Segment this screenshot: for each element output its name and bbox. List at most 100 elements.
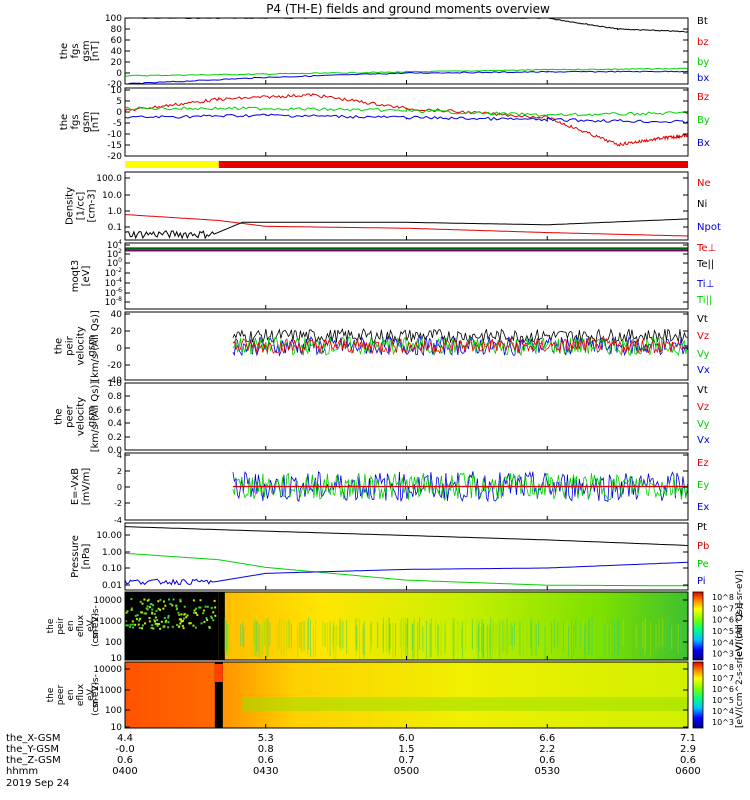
y-tick-label: -15 <box>107 141 122 151</box>
spectrogram-cell <box>208 627 211 630</box>
panel-frame <box>124 17 689 85</box>
mode-bar-segment <box>125 161 219 168</box>
legend-entry: Ni <box>697 199 707 210</box>
spectrogram-cell <box>160 620 163 623</box>
legend-entry: Bt <box>697 16 708 27</box>
footer-axis-table: the_X-GSM 4.4 5.3 6.0 6.6 7.1 the_Y-GSM -0.0 0.8… <box>6 733 701 789</box>
y-axis-label: (cm^2-s- <box>91 674 101 716</box>
y-axis-label: [km/s (All Qs)] <box>90 310 101 382</box>
legend-entry: Ex <box>697 502 709 513</box>
y-axis-label: sr-eV) <box>91 613 101 639</box>
footer-value: 0400 <box>112 766 137 777</box>
plot-title: P4 (TH-E) fields and ground moments over… <box>266 2 550 16</box>
spectrogram-cell <box>159 598 162 601</box>
legend-entry: Bx <box>697 138 710 149</box>
footer-value: 0.8 <box>258 744 274 755</box>
legend-entry: By <box>697 115 710 126</box>
spectrogram-cell <box>162 600 165 603</box>
footer-row-label: the_Z-GSM <box>6 755 61 766</box>
y-tick-label: 1.0 <box>108 207 123 217</box>
y-axis-label: moqt3 <box>70 260 81 293</box>
y-tick-label: 100.0 <box>96 174 122 184</box>
colorbar-tick-label: 10^5 <box>712 696 734 705</box>
y-axis-label: eflux <box>76 683 86 706</box>
panel-frame <box>124 87 689 157</box>
spectrogram-cell <box>185 616 188 619</box>
y-tick-label: -40 <box>107 376 122 386</box>
y-axis-label: gsm <box>87 406 98 427</box>
colorbar-tick-label: 10^6 <box>712 616 734 625</box>
y-tick-label: 40 <box>111 310 123 320</box>
spectrogram-cell <box>198 606 201 609</box>
y-tick-label: -5 <box>113 119 122 129</box>
y-axis-label: gsm <box>87 335 98 356</box>
spectrogram-cell <box>146 599 149 602</box>
y-axis-label: en <box>66 689 76 700</box>
spectrogram-cell <box>206 618 209 621</box>
spectrogram-cell <box>202 612 205 615</box>
y-axis-label: (cm^2-s- <box>91 605 101 647</box>
spectrogram-cell <box>178 618 181 621</box>
spectrogram-cell <box>175 607 178 610</box>
spectrogram-cell <box>199 599 202 602</box>
y-tick-label: 1000 <box>99 617 122 627</box>
y-tick-label: 0.1 <box>108 223 122 233</box>
spectrogram-cell <box>193 609 196 612</box>
spectrogram-cell <box>126 610 129 613</box>
spectrogram-cell <box>144 612 147 615</box>
spectrogram-cell <box>210 606 213 609</box>
panel-7: 1.0 0.8 0.6 0.4 0.2 0.0 the peer velocity gsm[km/… <box>54 379 710 456</box>
y-tick-label: 20 <box>111 58 123 68</box>
y-axis-label: the <box>59 114 70 130</box>
spectrogram-cell <box>153 620 156 623</box>
y-axis-label: [1/cc] <box>76 192 87 221</box>
y-tick-label: 0.0 <box>108 446 123 456</box>
y-axis-label: peer <box>65 404 76 428</box>
spectrogram-cell <box>151 624 154 627</box>
spectrogram-cell <box>165 619 168 622</box>
footer-value: 0.6 <box>117 755 133 766</box>
series-line-pt <box>124 526 689 546</box>
legend-entry: Pt <box>697 522 707 533</box>
spectrogram-cell <box>143 612 146 615</box>
spectrogram-cell <box>156 624 159 627</box>
spectrogram-cell <box>154 616 157 619</box>
y-tick-exponent: 4 <box>118 239 122 246</box>
spectrogram-cell <box>141 624 144 627</box>
footer-row-label: the_Y-GSM <box>6 744 59 755</box>
spectrogram-cell <box>151 611 154 614</box>
spectrogram-cell <box>139 600 142 603</box>
colorbar-tick-label: 10^3 <box>712 650 734 659</box>
y-tick-label: 1000 <box>99 686 122 696</box>
spectrogram-cell <box>134 623 137 626</box>
spectrogram-cell <box>158 623 161 626</box>
footer-value: 5.3 <box>258 733 274 744</box>
legend-entry: Vy <box>697 349 710 360</box>
spectrogram-cell <box>192 624 195 627</box>
y-axis-label: E=-VxB <box>70 468 81 505</box>
spectrogram-cell <box>148 620 151 623</box>
spectrogram-cell <box>206 605 209 608</box>
y-tick-label: 20 <box>111 327 123 337</box>
y-tick-label: 0 <box>116 69 122 79</box>
footer-value: 2.9 <box>680 744 696 755</box>
y-axis-label: fgs <box>70 114 81 129</box>
y-tick-label: 60 <box>111 36 123 46</box>
y-tick-label: 4 <box>117 451 122 460</box>
spectrogram-cell <box>140 611 143 614</box>
y-tick-label: -10 <box>107 130 122 140</box>
series-line-by <box>124 67 689 77</box>
spectrogram-cell <box>155 610 158 613</box>
spectrogram-cell <box>159 627 162 630</box>
y-axis-label: the <box>54 338 65 354</box>
y-tick-label: 0.8 <box>108 392 123 402</box>
y-axis-label: [nT] <box>90 41 101 61</box>
spectrogram-cell <box>181 619 184 622</box>
series-line-bx <box>124 113 689 124</box>
legend-entry: Pe <box>697 559 709 570</box>
spectrogram-cell <box>179 600 182 603</box>
y-axis-label: gsm <box>81 40 92 61</box>
